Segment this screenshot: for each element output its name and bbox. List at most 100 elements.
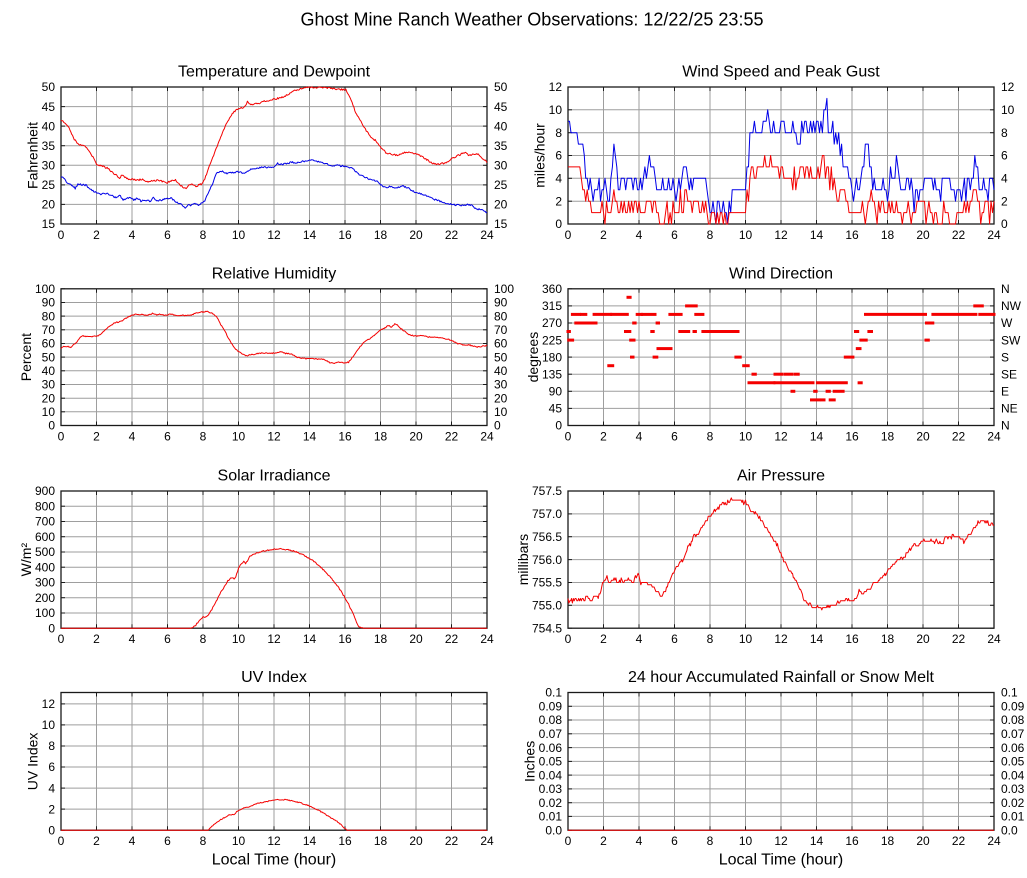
svg-text:8: 8 <box>707 834 714 848</box>
svg-text:10: 10 <box>549 103 563 117</box>
svg-text:14: 14 <box>303 228 317 242</box>
svg-text:22: 22 <box>952 834 966 848</box>
svg-text:6: 6 <box>1001 149 1008 163</box>
svg-text:20: 20 <box>409 632 423 646</box>
svg-text:30: 30 <box>42 378 56 392</box>
svg-text:16: 16 <box>845 834 859 848</box>
svg-text:N: N <box>1001 282 1010 296</box>
svg-text:2: 2 <box>600 632 607 646</box>
svg-text:756.5: 756.5 <box>532 530 562 544</box>
svg-text:12: 12 <box>1001 80 1015 94</box>
svg-text:8: 8 <box>555 126 562 140</box>
svg-text:W: W <box>1001 316 1013 330</box>
svg-text:12: 12 <box>42 697 56 711</box>
svg-text:S: S <box>1001 350 1009 364</box>
svg-text:18: 18 <box>374 430 388 444</box>
svg-text:22: 22 <box>445 632 459 646</box>
svg-text:0.07: 0.07 <box>539 727 563 741</box>
svg-text:22: 22 <box>952 430 966 444</box>
svg-text:16: 16 <box>338 834 352 848</box>
svg-text:22: 22 <box>445 834 459 848</box>
svg-text:14: 14 <box>810 228 824 242</box>
svg-text:757.5: 757.5 <box>532 484 562 498</box>
svg-text:4: 4 <box>129 632 136 646</box>
svg-text:12: 12 <box>774 228 788 242</box>
svg-text:18: 18 <box>374 834 388 848</box>
svg-text:80: 80 <box>42 309 56 323</box>
svg-text:24: 24 <box>987 632 1001 646</box>
svg-text:SW: SW <box>1001 333 1021 347</box>
svg-text:8: 8 <box>707 430 714 444</box>
svg-text:0.03: 0.03 <box>539 782 563 796</box>
svg-text:2: 2 <box>555 194 562 208</box>
svg-text:24: 24 <box>987 228 1001 242</box>
svg-text:24 hour Accumulated Rainfall o: 24 hour Accumulated Rainfall or Snow Mel… <box>628 669 934 686</box>
svg-text:100: 100 <box>35 282 55 296</box>
svg-text:45: 45 <box>549 402 563 416</box>
svg-text:18: 18 <box>881 228 895 242</box>
svg-text:0: 0 <box>555 217 562 231</box>
svg-text:4: 4 <box>555 172 562 186</box>
svg-text:0.01: 0.01 <box>1001 810 1025 824</box>
svg-text:16: 16 <box>338 632 352 646</box>
svg-text:14: 14 <box>810 632 824 646</box>
svg-text:10: 10 <box>232 228 246 242</box>
svg-text:20: 20 <box>916 834 930 848</box>
svg-text:W/m²: W/m² <box>18 543 34 577</box>
svg-text:90: 90 <box>494 296 508 310</box>
svg-text:degrees: degrees <box>525 332 541 383</box>
svg-text:N: N <box>1001 419 1010 433</box>
svg-text:14: 14 <box>303 430 317 444</box>
svg-text:18: 18 <box>374 228 388 242</box>
svg-text:10: 10 <box>494 405 508 419</box>
svg-text:0.04: 0.04 <box>539 768 563 782</box>
svg-text:20: 20 <box>494 391 508 405</box>
svg-text:SE: SE <box>1001 367 1017 381</box>
svg-text:Wind Direction: Wind Direction <box>729 265 833 282</box>
svg-text:20: 20 <box>916 632 930 646</box>
svg-text:8: 8 <box>1001 126 1008 140</box>
svg-text:0: 0 <box>48 823 55 837</box>
svg-text:6: 6 <box>164 632 171 646</box>
svg-text:15: 15 <box>42 217 56 231</box>
svg-text:756.0: 756.0 <box>532 553 562 567</box>
svg-text:45: 45 <box>42 100 56 114</box>
svg-text:12: 12 <box>774 834 788 848</box>
svg-text:Inches: Inches <box>522 741 538 782</box>
svg-text:10: 10 <box>739 834 753 848</box>
svg-text:40: 40 <box>42 119 56 133</box>
svg-text:4: 4 <box>48 781 55 795</box>
svg-text:0.02: 0.02 <box>1001 796 1025 810</box>
svg-text:20: 20 <box>409 228 423 242</box>
svg-text:UV Index: UV Index <box>241 669 307 686</box>
svg-text:0.09: 0.09 <box>539 700 563 714</box>
svg-text:25: 25 <box>42 178 56 192</box>
svg-text:12: 12 <box>774 632 788 646</box>
svg-text:6: 6 <box>164 834 171 848</box>
svg-text:0.05: 0.05 <box>539 755 563 769</box>
svg-text:135: 135 <box>542 367 562 381</box>
svg-text:400: 400 <box>35 560 55 574</box>
svg-text:45: 45 <box>494 100 508 114</box>
svg-text:0: 0 <box>555 419 562 433</box>
svg-text:16: 16 <box>845 632 859 646</box>
svg-text:100: 100 <box>494 282 514 296</box>
svg-text:8: 8 <box>707 632 714 646</box>
svg-text:757.0: 757.0 <box>532 507 562 521</box>
svg-text:50: 50 <box>42 80 56 94</box>
svg-text:Temperature and Dewpoint: Temperature and Dewpoint <box>178 64 371 81</box>
svg-text:315: 315 <box>542 299 562 313</box>
svg-text:225: 225 <box>542 333 562 347</box>
svg-text:10: 10 <box>232 430 246 444</box>
svg-text:6: 6 <box>48 760 55 774</box>
svg-text:0: 0 <box>565 430 572 444</box>
svg-text:20: 20 <box>42 391 56 405</box>
svg-text:30: 30 <box>42 159 56 173</box>
svg-text:0: 0 <box>58 632 65 646</box>
svg-text:6: 6 <box>164 228 171 242</box>
svg-text:4: 4 <box>636 632 643 646</box>
svg-text:25: 25 <box>494 178 508 192</box>
svg-text:0: 0 <box>48 419 55 433</box>
svg-text:12: 12 <box>774 430 788 444</box>
svg-text:300: 300 <box>35 576 55 590</box>
